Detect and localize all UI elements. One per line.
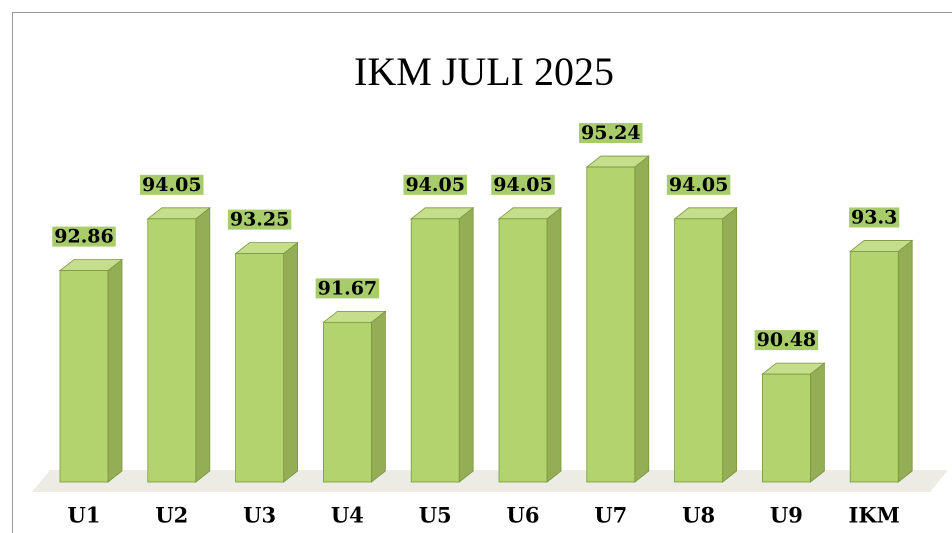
bar (235, 253, 285, 483)
value-label: 94.05 (493, 174, 553, 196)
bar (674, 218, 723, 483)
value-label: 93.25 (230, 209, 290, 231)
value-label-bg (52, 226, 116, 247)
bar (322, 321, 372, 483)
value-label-bg (403, 174, 467, 195)
value-label-bg (579, 123, 643, 144)
value-label: 95.24 (581, 122, 641, 144)
chart-border (12, 12, 952, 533)
x-tick-label: U3 (243, 503, 276, 528)
x-tick-label: U6 (507, 503, 540, 528)
value-label: 94.05 (405, 174, 465, 196)
value-label: 93.3 (851, 206, 897, 228)
bar (762, 373, 811, 483)
bar (498, 218, 548, 483)
bar-side (546, 207, 562, 483)
value-label-bg (491, 174, 555, 195)
bar-side (283, 241, 299, 483)
x-tick-label: U1 (68, 503, 101, 528)
x-tick-label: U4 (331, 503, 364, 528)
value-label: 90.48 (757, 329, 817, 351)
x-tick-label: U7 (594, 503, 627, 528)
chart-title: IKM JULI 2025 (354, 49, 614, 94)
bar (59, 270, 109, 483)
value-label: 92.86 (54, 226, 114, 248)
bar (586, 166, 636, 483)
value-label: 94.05 (142, 174, 202, 196)
bar (147, 218, 197, 483)
value-label-bg (315, 278, 380, 299)
value-label-bg (666, 174, 731, 195)
x-tick-label: U5 (419, 503, 452, 528)
value-label: 94.05 (669, 174, 729, 196)
bar-side (897, 239, 913, 483)
bar-side (195, 207, 211, 483)
bar-side (458, 207, 474, 483)
value-label-bg (227, 209, 292, 230)
x-tick-label: IKM (849, 503, 900, 528)
value-label-bg (140, 174, 204, 195)
bar-side (370, 310, 386, 483)
bar (849, 251, 899, 483)
x-tick-label: U8 (682, 503, 715, 528)
bar-side (722, 207, 737, 483)
x-tick-label: U9 (770, 503, 803, 528)
bar-side (107, 258, 123, 483)
x-tick-label: U2 (155, 503, 188, 528)
value-label: 91.67 (318, 277, 378, 299)
value-label-bg (754, 330, 819, 351)
bar-side (810, 362, 825, 483)
bar-side (634, 155, 650, 483)
value-label-bg (849, 207, 900, 228)
bar (410, 218, 460, 483)
